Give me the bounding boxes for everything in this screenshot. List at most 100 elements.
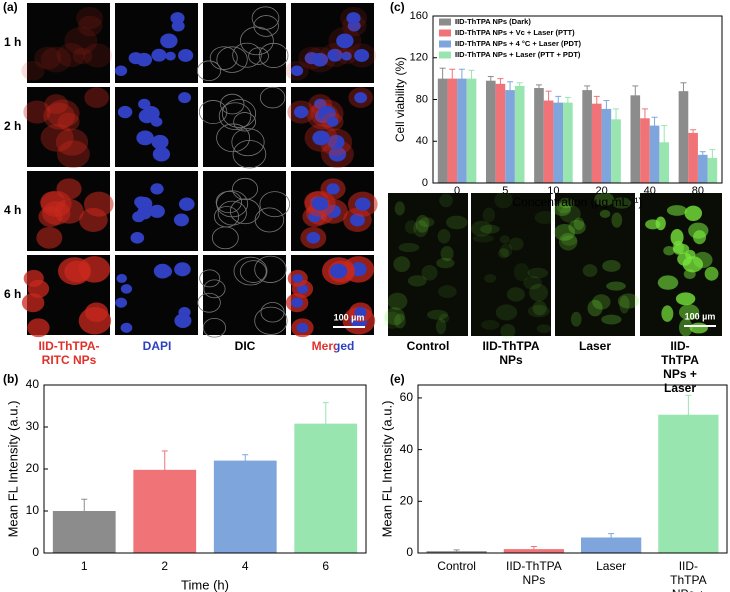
nucleus	[311, 196, 329, 211]
error-bar	[161, 450, 168, 490]
cell-signal	[383, 311, 402, 329]
x-axis-title: Concentration (µg mL⁻¹)	[513, 195, 643, 209]
error-bar	[564, 96, 571, 109]
cell-signal	[46, 99, 80, 128]
error-bar	[584, 85, 591, 95]
cell-signal	[527, 267, 549, 279]
cell-signal	[672, 240, 684, 255]
cell-outline	[199, 269, 221, 288]
cell-signal	[498, 248, 509, 259]
cell-signal	[683, 269, 696, 280]
cell-signal	[602, 260, 621, 272]
nucleus	[327, 48, 343, 62]
column-label: DIC	[234, 339, 256, 353]
row-label: 4 h	[4, 203, 21, 217]
legend-swatch	[439, 40, 451, 48]
bar	[707, 157, 718, 183]
nucleus	[120, 284, 133, 294]
nucleus	[151, 48, 167, 62]
x-tick-label: 10	[547, 185, 559, 197]
error-bar	[641, 108, 648, 129]
cell-signal	[394, 313, 406, 329]
cell-signal	[536, 324, 552, 334]
nucleus	[173, 213, 189, 227]
error-bar	[661, 125, 668, 160]
cell-signal	[40, 123, 74, 152]
error-bar	[242, 454, 249, 467]
error-bar	[545, 90, 552, 111]
cell-signal	[675, 292, 696, 306]
bar	[640, 118, 650, 183]
bar	[213, 460, 277, 553]
cell-signal	[657, 275, 679, 290]
error-bar	[322, 402, 329, 446]
cell-outline	[254, 255, 287, 283]
cell-signal	[43, 102, 75, 130]
error-bar	[613, 108, 620, 131]
x-tick-label: IID-ThTPA NPs	[505, 559, 562, 587]
cell-signal	[599, 209, 611, 218]
cell-signal	[506, 287, 525, 302]
cell-signal	[480, 224, 500, 234]
error-bar	[516, 82, 523, 90]
bar	[437, 78, 448, 183]
cell-signal	[387, 292, 408, 310]
error-bar	[439, 67, 446, 90]
error-bar	[530, 546, 537, 553]
nucleus	[326, 183, 340, 195]
nucleus	[341, 51, 352, 61]
cell-signal	[679, 318, 693, 337]
nucleus	[178, 307, 191, 318]
cell-outline	[230, 198, 261, 225]
y-axis-title: Mean FL Intensity (a.u.)	[5, 401, 20, 538]
error-bar	[535, 84, 542, 92]
row-label: 2 h	[4, 119, 21, 133]
cell-signal	[64, 26, 98, 55]
cell-signal	[606, 281, 626, 291]
cell-outline	[232, 177, 259, 200]
nucleus	[136, 52, 153, 67]
plot-frame	[43, 384, 367, 554]
cell-signal	[384, 307, 405, 326]
nucleus	[160, 33, 178, 49]
cell-signal	[661, 305, 674, 322]
error-bar	[487, 76, 494, 86]
error-bar	[608, 533, 615, 542]
bar	[495, 83, 506, 183]
cell-signal	[436, 257, 455, 269]
cell-signal	[693, 230, 707, 245]
cell-signal	[611, 212, 623, 228]
cell-signal	[437, 228, 451, 244]
cell-signal	[500, 243, 513, 258]
nucleus	[135, 196, 153, 211]
y-tick-label: 0	[406, 545, 413, 559]
cell-outline	[214, 206, 240, 228]
cell-signal	[553, 224, 576, 241]
nucleus	[336, 33, 354, 49]
cell-signal	[27, 318, 50, 338]
bar	[630, 95, 641, 183]
bar	[534, 88, 544, 183]
bar	[649, 125, 660, 183]
nucleus	[115, 297, 128, 308]
nucleus	[178, 92, 192, 104]
cell-signal	[557, 198, 575, 209]
x-tick-label: 20	[595, 185, 607, 197]
cell-signal	[523, 276, 542, 290]
nucleus	[178, 197, 195, 211]
nucleus	[312, 130, 330, 146]
cell-signal	[559, 205, 581, 223]
nucleus	[291, 297, 304, 308]
y-tick-label: 40	[400, 442, 414, 456]
cell-signal	[56, 43, 86, 68]
x-tick-label: 2	[161, 559, 169, 573]
cell-outline	[197, 292, 221, 313]
bar	[514, 85, 525, 183]
nucleus	[290, 65, 304, 77]
cell-signal	[57, 140, 90, 169]
nucleus	[327, 134, 345, 150]
cell-signal	[404, 220, 418, 234]
bar	[658, 414, 719, 553]
cell-signal	[484, 273, 497, 283]
